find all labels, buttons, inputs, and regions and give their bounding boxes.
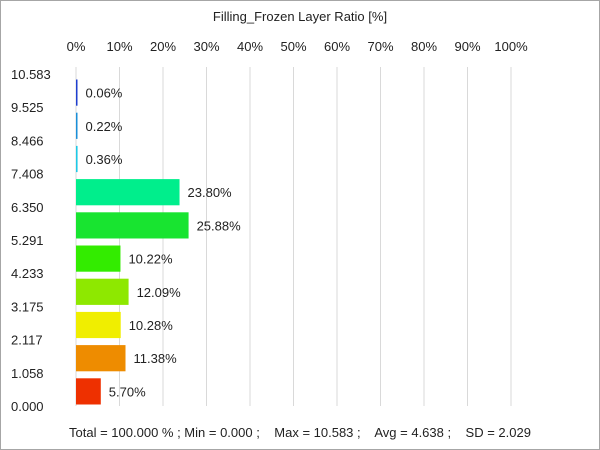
y-tick-label: 7.408 [11, 167, 44, 182]
x-tick-label: 70% [367, 39, 393, 54]
bar-value-label: 5.70% [109, 384, 146, 399]
y-tick-label: 10.583 [11, 67, 51, 82]
bar [76, 378, 101, 405]
bar [76, 245, 121, 272]
bar [76, 345, 126, 372]
bar-value-label: 10.28% [129, 318, 174, 333]
bar-value-label: 0.36% [86, 152, 123, 167]
y-tick-label: 4.233 [11, 266, 44, 281]
y-tick-label: 5.291 [11, 233, 44, 248]
y-tick-label: 8.466 [11, 133, 44, 148]
bar [76, 112, 78, 139]
bar-value-label: 10.22% [128, 252, 173, 267]
bar [76, 311, 121, 339]
y-tick-label: 1.058 [11, 366, 44, 381]
x-tick-label: 40% [237, 39, 263, 54]
bar [76, 212, 189, 239]
bar-value-label: 11.38% [134, 351, 178, 366]
x-tick-label: 80% [411, 39, 437, 54]
bar-value-label: 25.88% [197, 218, 242, 233]
x-tick-label: 0% [67, 39, 86, 54]
bar [76, 145, 78, 173]
x-tick-label: 60% [324, 39, 350, 54]
statistics-summary: Total = 100.000 % ; Min = 0.000 ; Max = … [69, 425, 531, 440]
x-tick-label: 90% [454, 39, 480, 54]
y-tick-label: 9.525 [11, 100, 44, 115]
bar [76, 278, 129, 305]
x-tick-label: 50% [280, 39, 306, 54]
y-tick-label: 2.117 [11, 333, 43, 348]
y-tick-label: 0.000 [11, 399, 44, 414]
y-tick-label: 6.350 [11, 200, 44, 215]
bar-value-label: 12.09% [137, 285, 182, 300]
x-tick-label: 10% [106, 39, 132, 54]
bar-value-label: 0.06% [86, 86, 123, 101]
bar-value-label: 0.22% [86, 119, 123, 134]
bar [76, 179, 180, 206]
chart-title: Filling_Frozen Layer Ratio [%] [212, 9, 388, 24]
x-tick-label: 20% [150, 39, 176, 54]
x-tick-label: 100% [494, 39, 528, 54]
bar-value-label: 23.80% [188, 185, 233, 200]
x-tick-label: 30% [193, 39, 219, 54]
bar [76, 79, 78, 106]
y-tick-label: 3.175 [11, 299, 44, 314]
